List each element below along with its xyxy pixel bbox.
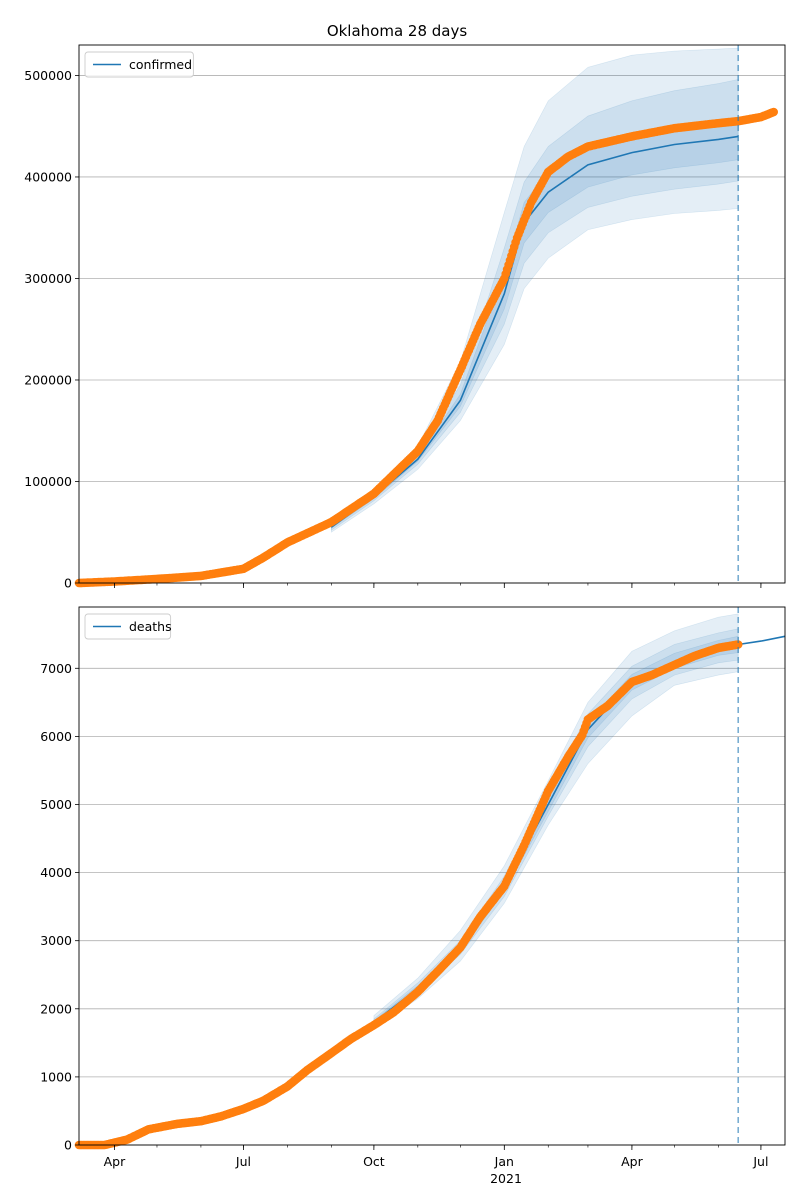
legend-label-deaths: deaths	[129, 619, 172, 634]
y-tick-label: 4000	[40, 865, 72, 880]
legend: confirmed	[84, 51, 194, 78]
uncertainty-band-2	[331, 79, 739, 531]
x-tick-label: Jul	[235, 1154, 251, 1169]
y-tick-label: 400000	[24, 169, 72, 184]
y-tick-label: 6000	[40, 729, 72, 744]
chart-title: Oklahoma 28 days	[327, 22, 468, 40]
legend-box	[84, 51, 194, 78]
legend-box	[84, 613, 172, 640]
y-tick-label: 100000	[24, 474, 72, 489]
confirmed-panel: 0 100000 200000 300000 400000 500000 confirmed	[24, 44, 786, 591]
observed-point	[733, 640, 743, 649]
x-axis-year-label: 2021	[490, 1171, 522, 1186]
y-tick-label: 3000	[40, 933, 72, 948]
y-tick-label: 200000	[24, 372, 72, 387]
axes-frame	[78, 44, 786, 584]
model-line-confirmed	[330, 135, 739, 528]
observed-point	[769, 107, 778, 117]
y-tick-label: 500000	[24, 68, 72, 83]
y-tick-label: 0	[64, 576, 72, 591]
deaths-panel: 0 1000 2000 3000 4000 5000 6000 7000 Apr Jul Oct Ja…	[40, 606, 786, 1169]
x-tick-label: Oct	[363, 1154, 385, 1169]
legend-label-confirmed: confirmed	[129, 57, 192, 72]
x-tick-label: Apr	[104, 1154, 126, 1169]
x-tick-label: Jan	[494, 1154, 514, 1169]
y-tick-label: 300000	[24, 271, 72, 286]
axes-frame	[78, 606, 786, 1146]
y-tick-label: 7000	[40, 661, 72, 676]
x-tick-label: Apr	[621, 1154, 643, 1169]
y-tick-label: 2000	[40, 1001, 72, 1016]
y-tick-label: 0	[64, 1138, 72, 1153]
x-tick-label: Jul	[752, 1154, 768, 1169]
y-tick-label: 5000	[40, 797, 72, 812]
y-tick-label: 1000	[40, 1069, 72, 1084]
legend: deaths	[84, 613, 172, 640]
